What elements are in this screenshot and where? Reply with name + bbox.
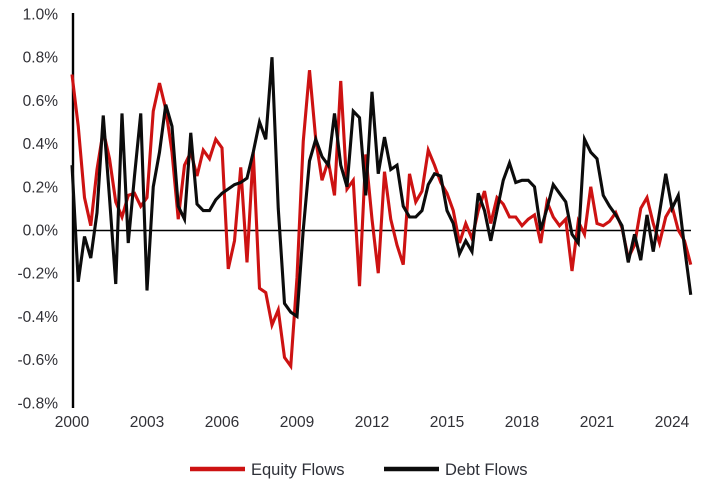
debt-flows-line <box>70 57 693 320</box>
y-tick-label: 0.4% <box>23 136 59 153</box>
y-tick-label: 0.8% <box>23 50 59 67</box>
x-tick-label: 2000 <box>55 414 90 431</box>
debt-legend-label: Debt Flows <box>445 461 528 479</box>
x-tick-label: 2021 <box>580 414 614 431</box>
y-tick-label: -0.4% <box>18 309 59 326</box>
x-tick-label: 2018 <box>505 414 539 431</box>
y-axis-labels: 1.0% 0.8% 0.6% 0.4% 0.2% 0.0% -0.2% -0.4% -0.6% -… <box>18 7 59 413</box>
y-tick-label: -0.2% <box>18 266 59 283</box>
y-tick-label: 0.6% <box>23 93 59 110</box>
x-axis-labels: 2000 2003 2006 2009 2012 2015 2018 2021 2024 <box>55 414 690 431</box>
x-tick-label: 2015 <box>430 414 464 431</box>
y-tick-label: 1.0% <box>23 7 59 24</box>
y-tick-label: -0.8% <box>18 395 59 412</box>
y-tick-label: -0.6% <box>18 352 59 369</box>
x-tick-label: 2006 <box>205 414 239 431</box>
x-tick-label: 2012 <box>355 414 389 431</box>
y-tick-label: 0.2% <box>23 179 59 196</box>
x-tick-label: 2024 <box>655 414 690 431</box>
legend: Equity Flows Debt Flows <box>190 461 528 479</box>
y-tick-label: 0.0% <box>23 223 59 240</box>
x-tick-label: 2003 <box>130 414 164 431</box>
x-tick-label: 2009 <box>280 414 314 431</box>
equity-legend-label: Equity Flows <box>251 461 345 479</box>
